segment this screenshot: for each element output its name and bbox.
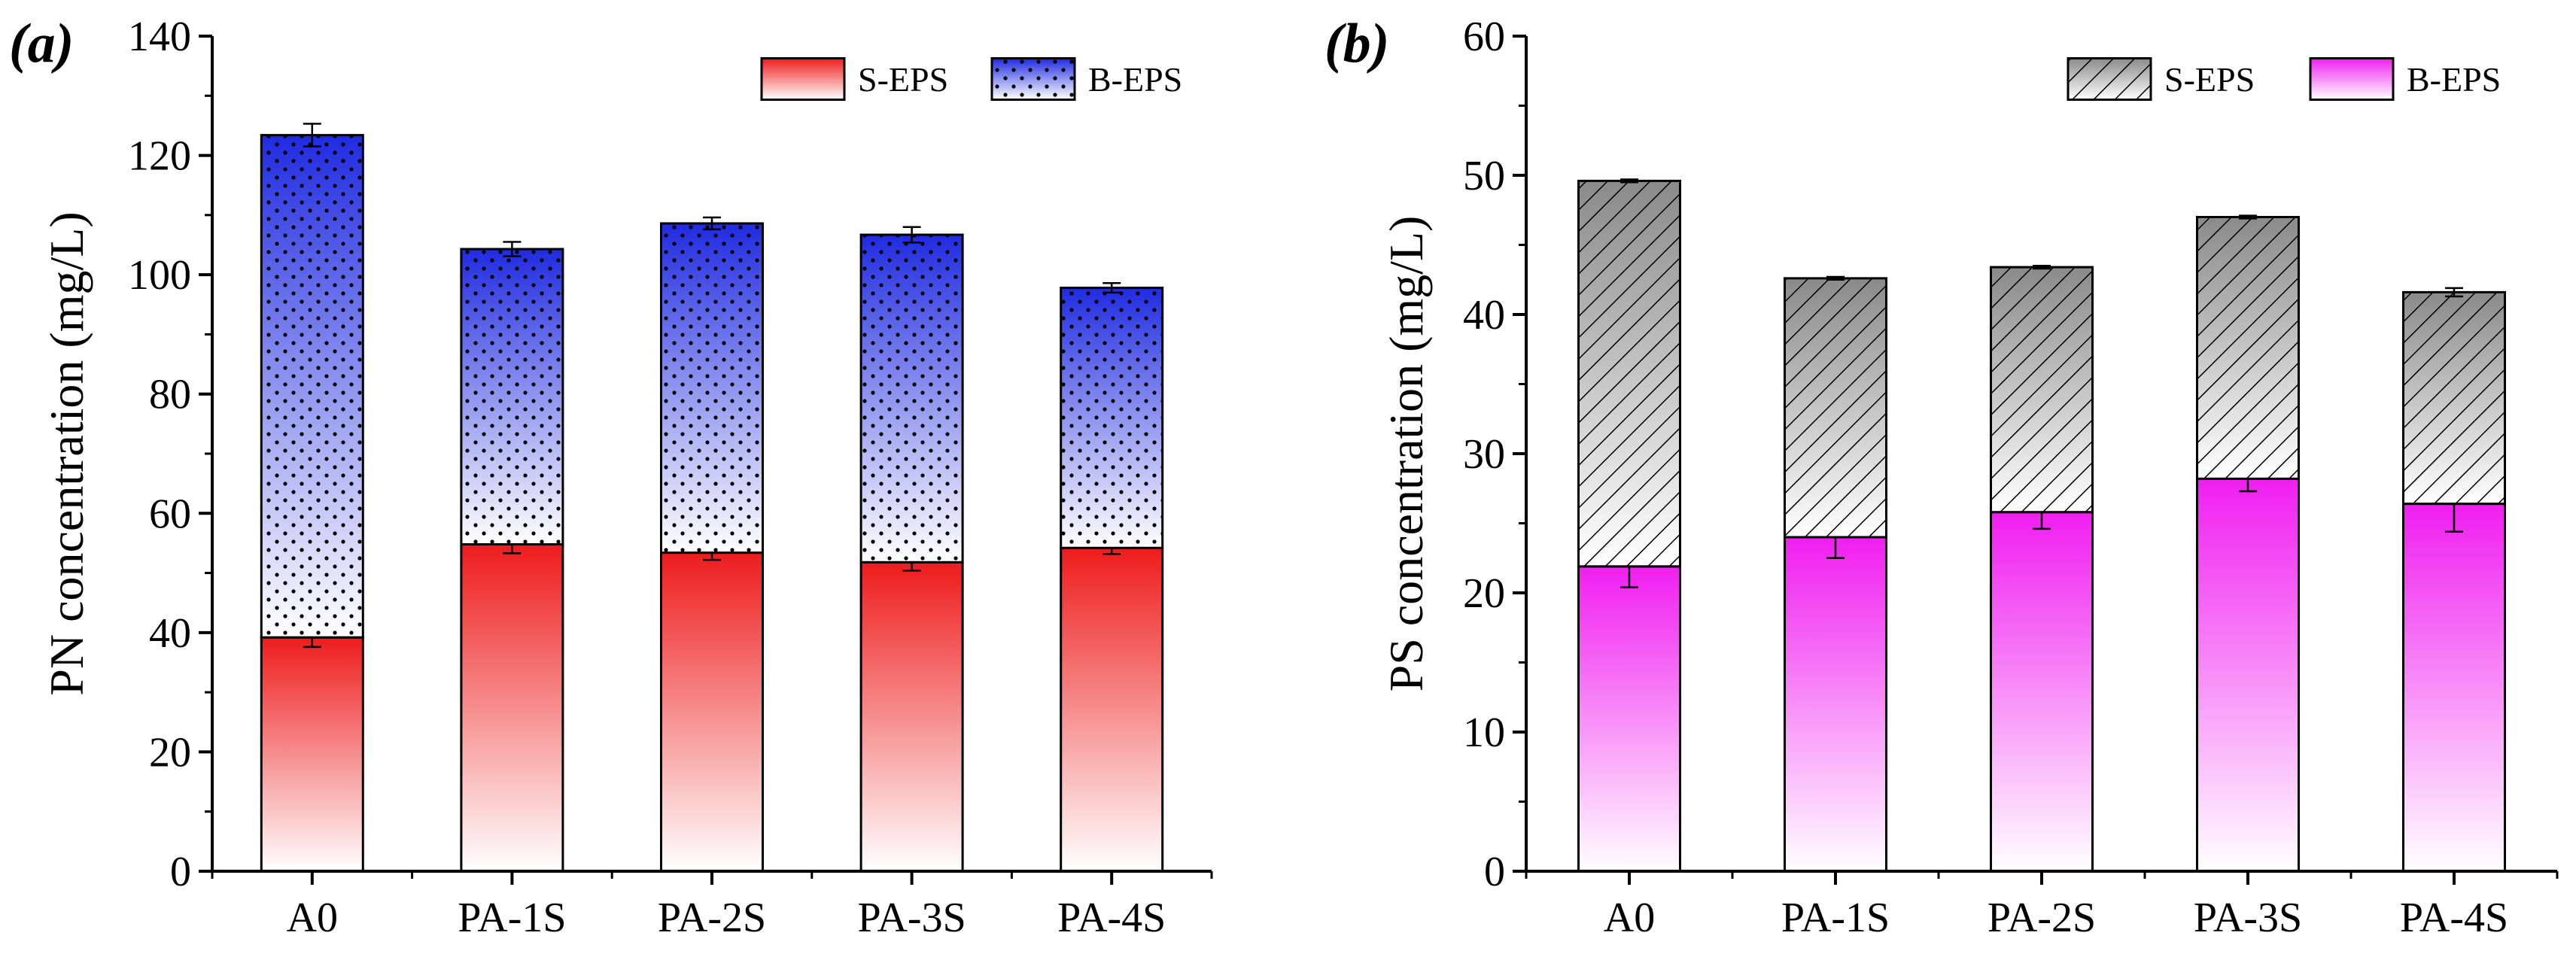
bar-s-eps-pa-4s-pattern — [2403, 292, 2505, 504]
bar-b-eps-pa-3s-pattern — [861, 235, 963, 563]
y-tick-label: 30 — [1463, 431, 1505, 478]
bar-s-eps-pa-1s — [461, 544, 563, 871]
x-tick-label: PA-2S — [658, 895, 766, 941]
bar-b-eps-a0-pattern — [261, 135, 363, 638]
bar-b-eps-pa-4s — [2403, 503, 2505, 871]
bar-s-eps-pa-2s — [661, 552, 763, 871]
legend-swatch-outline — [990, 57, 1076, 101]
y-tick-label: 10 — [1463, 709, 1505, 756]
y-tick-label: 40 — [149, 610, 191, 657]
x-tick-label: A0 — [287, 895, 338, 941]
bar-s-eps-pa-3s-pattern — [2197, 217, 2299, 479]
bar-s-eps-a0-pattern — [1578, 181, 1680, 567]
bar-b-eps-a0 — [1578, 566, 1680, 871]
legend-swatch-b-eps — [2310, 58, 2393, 100]
y-axis-label: PN concentration (mg/L) — [40, 211, 93, 695]
x-tick-label: PA-3S — [2194, 895, 2302, 941]
legend-swatch-b-eps-pattern — [992, 58, 1075, 100]
x-tick-label: PA-4S — [1057, 895, 1166, 941]
y-tick-label: 60 — [1463, 14, 1505, 60]
y-tick-label: 0 — [170, 849, 191, 895]
x-tick-label: PA-4S — [2400, 895, 2508, 941]
panel-label: (b) — [1324, 13, 1389, 74]
y-tick-label: 40 — [1463, 292, 1505, 339]
y-tick-label: 20 — [149, 729, 191, 776]
panel-label: (a) — [9, 13, 74, 74]
legend-swatch-s-eps — [762, 58, 844, 100]
bar-s-eps-pa-3s — [861, 562, 963, 871]
y-tick-label: 140 — [128, 14, 191, 60]
panel-a-chart: (a) 0 20 40 60 80 100 120 140 A0 PA-1S PA-2S PA-3S PA… — [9, 13, 1213, 941]
y-tick-label: 80 — [149, 372, 191, 418]
x-tick-label: PA-1S — [1781, 895, 1890, 941]
x-tick-label: A0 — [1604, 895, 1655, 941]
bar-s-eps-pa-4s — [1060, 548, 1163, 871]
bar-b-eps-pa-2s-pattern — [661, 223, 763, 553]
y-tick-label: 20 — [1463, 570, 1505, 617]
bar-b-eps-pa-3s — [2197, 478, 2299, 871]
bar-s-eps-a0 — [261, 637, 363, 871]
y-tick-label: 0 — [1484, 849, 1505, 895]
y-tick-label: 50 — [1463, 153, 1505, 199]
x-tick-label: PA-1S — [458, 895, 566, 941]
bar-s-eps-pa-2s-pattern — [1991, 267, 2093, 512]
x-tick-label: PA-3S — [857, 895, 966, 941]
bar-b-eps-pa-2s — [1991, 512, 2093, 871]
legend-swatch-outline — [2067, 57, 2152, 101]
legend-label-b-eps: B-EPS — [1088, 60, 1182, 99]
legend-label-s-eps: S-EPS — [858, 60, 948, 99]
bar-b-eps-pa-4s-pattern — [1060, 287, 1163, 548]
panel-b-chart: (b) 0 10 20 30 40 50 60 A0 PA-1S PA-2S PA-3S PA-4S PS… — [1324, 13, 2559, 941]
y-tick-label: 60 — [149, 491, 191, 537]
x-tick-label: PA-2S — [1988, 895, 2096, 941]
bar-b-eps-pa-1s — [1784, 537, 1887, 871]
legend-label-s-eps: S-EPS — [2164, 60, 2255, 99]
bar-s-eps-pa-1s-pattern — [1784, 278, 1887, 537]
y-tick-label: 120 — [128, 133, 191, 180]
legend-label-b-eps: B-EPS — [2407, 60, 2501, 99]
legend-swatch-outline — [2309, 57, 2395, 101]
y-axis-label: PS concentration (mg/L) — [1379, 216, 1433, 692]
bar-b-eps-pa-1s-pattern — [461, 249, 563, 545]
legend-swatch-s-eps-pattern — [2068, 58, 2151, 100]
y-tick-label: 100 — [128, 252, 191, 299]
legend-swatch-outline — [760, 57, 846, 101]
